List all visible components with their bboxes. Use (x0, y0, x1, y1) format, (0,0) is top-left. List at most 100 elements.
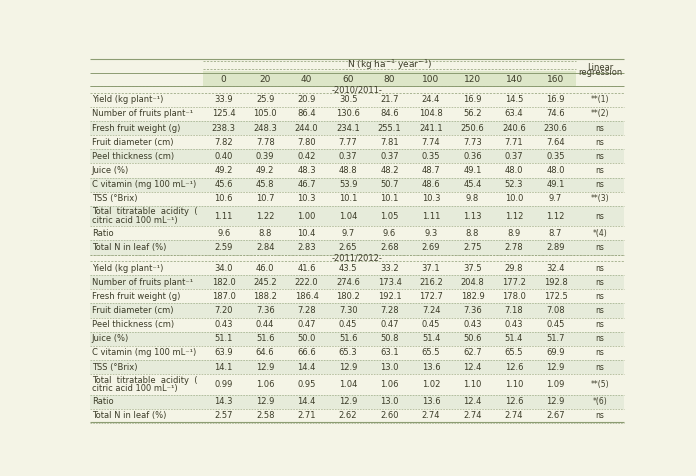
Text: 1.11: 1.11 (422, 211, 441, 220)
Text: 56.2: 56.2 (464, 109, 482, 119)
Text: 7.81: 7.81 (380, 138, 399, 147)
Text: -2011/2012-: -2011/2012- (331, 253, 382, 262)
Text: 16.9: 16.9 (546, 95, 564, 104)
Text: 8.7: 8.7 (549, 229, 562, 238)
Text: 32.4: 32.4 (546, 264, 564, 273)
Text: 178.0: 178.0 (502, 292, 526, 301)
Text: 240.6: 240.6 (502, 124, 526, 132)
Text: Total N in leaf (%): Total N in leaf (%) (92, 243, 166, 252)
Text: 0.44: 0.44 (256, 320, 274, 329)
Text: 1.12: 1.12 (505, 211, 523, 220)
Text: 62.7: 62.7 (464, 348, 482, 357)
FancyBboxPatch shape (90, 261, 624, 275)
Text: 12.6: 12.6 (505, 363, 523, 372)
FancyBboxPatch shape (90, 192, 624, 206)
Text: 10.4: 10.4 (297, 229, 316, 238)
Text: 33.2: 33.2 (380, 264, 399, 273)
Text: 34.0: 34.0 (214, 264, 233, 273)
Text: 29.8: 29.8 (505, 264, 523, 273)
FancyBboxPatch shape (90, 240, 624, 255)
Text: 14.1: 14.1 (214, 363, 233, 372)
Text: 2.67: 2.67 (546, 411, 565, 420)
Text: 12.9: 12.9 (339, 397, 357, 406)
Text: 43.5: 43.5 (339, 264, 357, 273)
Text: 2.59: 2.59 (214, 243, 233, 252)
Text: 20.9: 20.9 (297, 95, 316, 104)
Text: 0.39: 0.39 (256, 152, 274, 161)
Text: 10.3: 10.3 (422, 194, 441, 203)
FancyBboxPatch shape (90, 59, 624, 423)
Text: ns: ns (596, 306, 604, 315)
Text: 13.6: 13.6 (422, 363, 441, 372)
Text: 0.43: 0.43 (505, 320, 523, 329)
Text: 0.37: 0.37 (339, 152, 358, 161)
Text: 2.60: 2.60 (380, 411, 399, 420)
Text: 51.1: 51.1 (214, 334, 233, 343)
Text: 63.9: 63.9 (214, 348, 233, 357)
Text: 2.62: 2.62 (339, 411, 357, 420)
Text: 7.18: 7.18 (505, 306, 523, 315)
Text: 14.5: 14.5 (505, 95, 523, 104)
Text: 50.6: 50.6 (464, 334, 482, 343)
Text: 2.74: 2.74 (422, 411, 441, 420)
FancyBboxPatch shape (90, 360, 624, 374)
Text: 10.1: 10.1 (339, 194, 357, 203)
FancyBboxPatch shape (452, 71, 493, 86)
Text: 51.7: 51.7 (546, 334, 564, 343)
Text: C vitamin (mg 100 mL⁻¹): C vitamin (mg 100 mL⁻¹) (92, 348, 196, 357)
Text: 33.9: 33.9 (214, 95, 233, 104)
Text: 12.9: 12.9 (256, 397, 274, 406)
Text: 2.78: 2.78 (505, 243, 523, 252)
Text: 0.43: 0.43 (464, 320, 482, 329)
Text: 0.36: 0.36 (464, 152, 482, 161)
Text: 234.1: 234.1 (336, 124, 360, 132)
Text: 37.1: 37.1 (422, 264, 441, 273)
Text: 7.74: 7.74 (422, 138, 441, 147)
Text: 12.9: 12.9 (546, 397, 564, 406)
Text: 12.4: 12.4 (464, 363, 482, 372)
Text: 10.1: 10.1 (381, 194, 399, 203)
FancyBboxPatch shape (203, 71, 244, 86)
Text: 0.47: 0.47 (297, 320, 316, 329)
Text: 12.9: 12.9 (339, 363, 357, 372)
Text: 1.02: 1.02 (422, 380, 441, 389)
Text: 13.6: 13.6 (422, 397, 441, 406)
Text: 2.74: 2.74 (505, 411, 523, 420)
Text: 9.6: 9.6 (383, 229, 396, 238)
Text: 52.3: 52.3 (505, 180, 523, 189)
Text: Ratio: Ratio (92, 397, 113, 406)
Text: 12.9: 12.9 (546, 363, 564, 372)
Text: Number of fruits plant⁻¹: Number of fruits plant⁻¹ (92, 109, 193, 119)
Text: 7.36: 7.36 (256, 306, 274, 315)
Text: 244.0: 244.0 (295, 124, 319, 132)
Text: ns: ns (596, 292, 604, 301)
Text: 250.6: 250.6 (461, 124, 484, 132)
Text: 49.2: 49.2 (256, 166, 274, 175)
Text: 8.8: 8.8 (258, 229, 272, 238)
Text: 48.0: 48.0 (546, 166, 564, 175)
FancyBboxPatch shape (369, 71, 411, 86)
Text: 0.47: 0.47 (380, 320, 399, 329)
Text: 7.82: 7.82 (214, 138, 233, 147)
Text: Number of fruits plant⁻¹: Number of fruits plant⁻¹ (92, 278, 193, 287)
Text: 49.2: 49.2 (214, 166, 233, 175)
Text: 105.0: 105.0 (253, 109, 277, 119)
FancyBboxPatch shape (90, 332, 624, 346)
Text: 8.8: 8.8 (466, 229, 480, 238)
Text: 50.7: 50.7 (380, 180, 399, 189)
Text: 1.06: 1.06 (380, 380, 399, 389)
Text: 30.5: 30.5 (339, 95, 357, 104)
Text: 274.6: 274.6 (336, 278, 360, 287)
Text: ns: ns (596, 278, 604, 287)
Text: 51.4: 51.4 (422, 334, 441, 343)
Text: 48.6: 48.6 (422, 180, 441, 189)
Text: Juice (%): Juice (%) (92, 334, 129, 343)
Text: 50.0: 50.0 (297, 334, 316, 343)
Text: 51.6: 51.6 (256, 334, 274, 343)
Text: 7.30: 7.30 (339, 306, 358, 315)
Text: 222.0: 222.0 (295, 278, 319, 287)
Text: 48.2: 48.2 (380, 166, 399, 175)
Text: 12.9: 12.9 (256, 363, 274, 372)
Text: ns: ns (596, 180, 604, 189)
Text: **(1): **(1) (591, 95, 609, 104)
